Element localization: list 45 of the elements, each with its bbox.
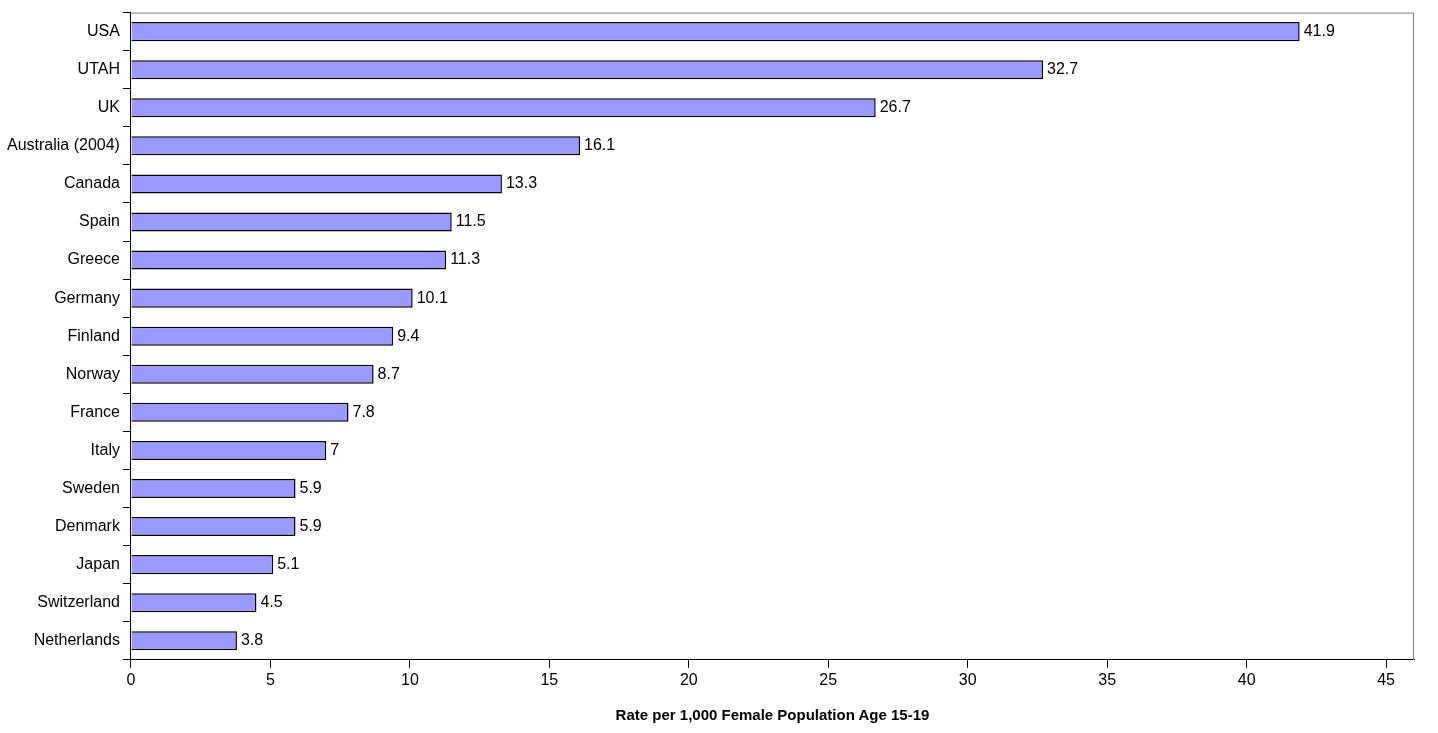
y-tick-label: Germany — [54, 288, 120, 306]
data-label: 13.3 — [505, 174, 538, 192]
x-axis-title: Rate per 1,000 Female Population Age 15-19 — [615, 706, 930, 724]
data-label: 7 — [330, 440, 340, 458]
y-tick-label: Finland — [67, 326, 120, 344]
data-label: 41.9 — [1303, 22, 1335, 40]
data-label: 5.9 — [299, 516, 322, 534]
y-tick-label: Sweden — [62, 478, 120, 496]
y-tick-label: Netherlands — [33, 631, 120, 649]
x-tick-label: 20 — [679, 670, 698, 688]
y-tick-label: Spain — [79, 212, 120, 230]
x-tick-label: 30 — [958, 670, 977, 688]
y-tick-label: Japan — [76, 555, 120, 573]
x-tick-label: 0 — [126, 670, 136, 688]
y-tick-label: France — [70, 402, 121, 420]
data-label: 5.9 — [299, 478, 322, 496]
data-label: 7.8 — [352, 402, 375, 420]
x-tick-label: 5 — [265, 670, 275, 688]
x-tick-label: 15 — [540, 670, 559, 688]
y-tick-label: Greece — [67, 250, 121, 268]
y-tick-label: USA — [87, 22, 121, 40]
data-label: 32.7 — [1047, 60, 1079, 78]
y-tick-label: UK — [97, 98, 121, 116]
y-tick-label: Switzerland — [37, 593, 120, 611]
data-label: 11.3 — [450, 250, 481, 268]
data-label: 8.7 — [377, 364, 400, 382]
y-tick-label: Canada — [63, 174, 121, 192]
data-label: 26.7 — [879, 98, 911, 116]
y-tick-label: Norway — [65, 364, 120, 382]
data-label: 3.8 — [240, 631, 264, 649]
data-label: 10.1 — [416, 288, 448, 306]
y-tick-label: Australia (2004) — [6, 136, 120, 154]
data-label: 5.1 — [277, 555, 300, 573]
data-label: 9.4 — [397, 326, 420, 344]
x-tick-label: 35 — [1098, 670, 1117, 688]
x-tick-label: 45 — [1377, 670, 1396, 688]
data-label: 11.5 — [455, 212, 486, 230]
x-tick-label: 25 — [819, 670, 838, 688]
y-tick-label: Italy — [90, 440, 120, 458]
y-tick-label: UTAH — [77, 60, 120, 78]
x-tick-label: 40 — [1237, 670, 1256, 688]
y-tick-label: Denmark — [55, 516, 121, 534]
data-label: 16.1 — [584, 136, 616, 154]
data-label: 4.5 — [260, 593, 283, 611]
x-tick-label: 10 — [400, 670, 419, 688]
